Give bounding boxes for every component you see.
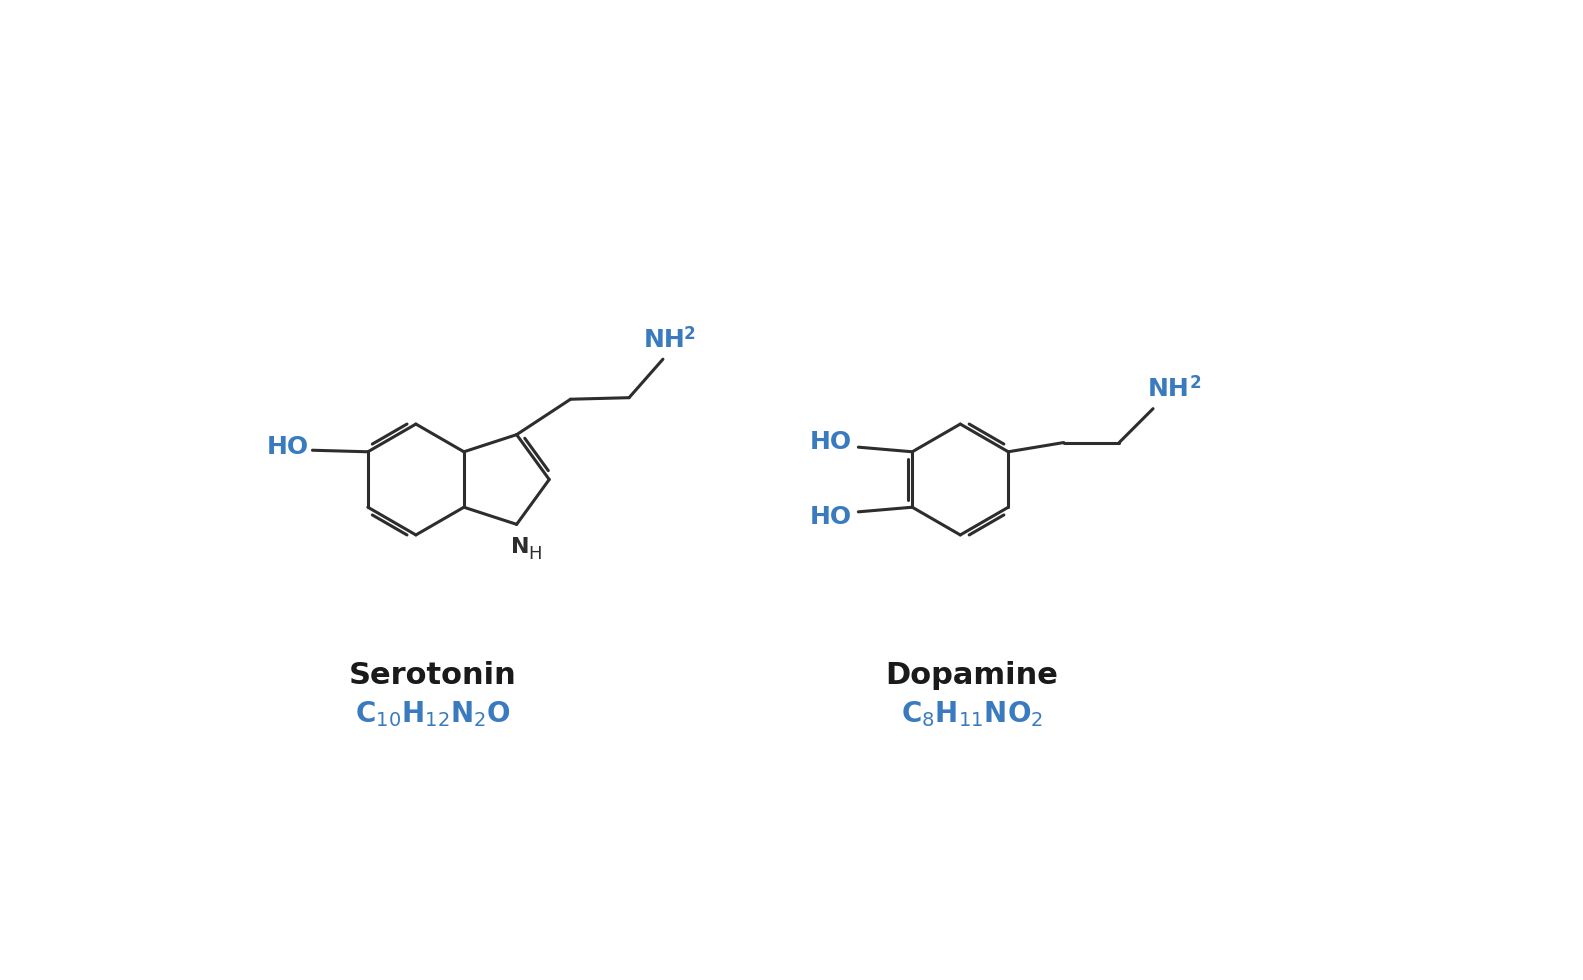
Text: HO: HO	[266, 435, 309, 460]
Text: 2: 2	[684, 324, 695, 343]
Text: C$_8$H$_{11}$NO$_2$: C$_8$H$_{11}$NO$_2$	[901, 700, 1043, 729]
Text: H: H	[529, 546, 541, 563]
Text: HO: HO	[810, 430, 852, 454]
Text: C$_{10}$H$_{12}$N$_2$O: C$_{10}$H$_{12}$N$_2$O	[355, 700, 511, 729]
Text: NH: NH	[1148, 377, 1189, 402]
Text: 2: 2	[1189, 374, 1201, 392]
Text: Serotonin: Serotonin	[348, 662, 516, 690]
Text: HO: HO	[810, 506, 852, 529]
Text: Dopamine: Dopamine	[885, 662, 1059, 690]
Text: N: N	[511, 537, 530, 558]
Text: NH: NH	[644, 328, 685, 352]
